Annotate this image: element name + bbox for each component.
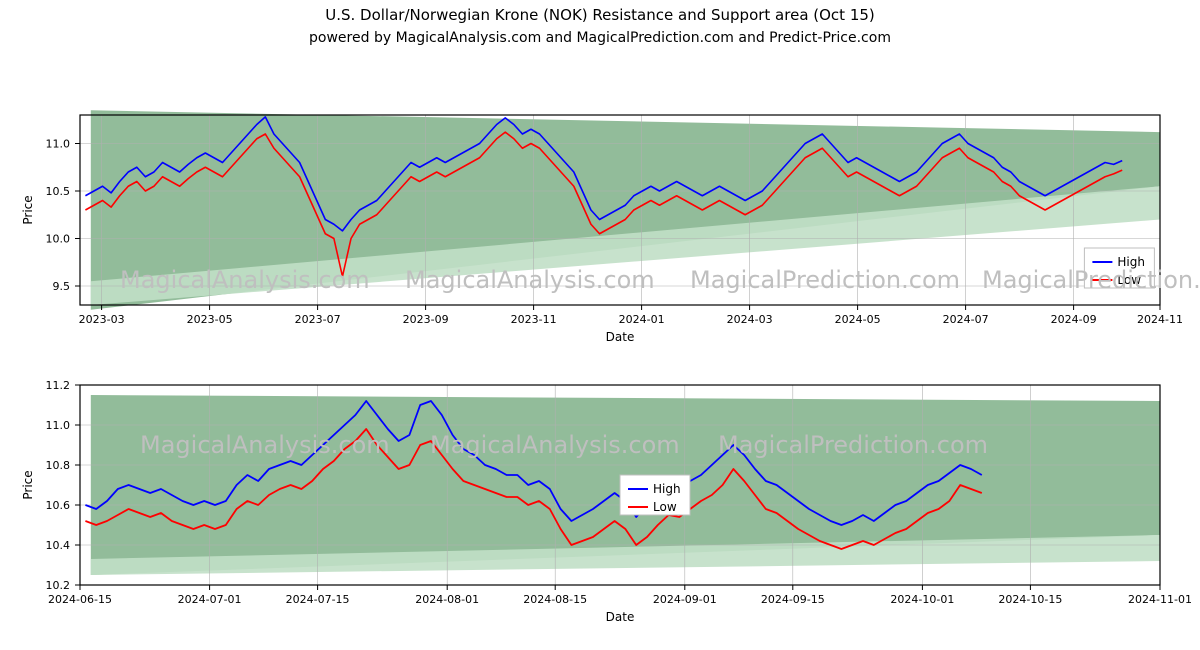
chart-subtitle: powered by MagicalAnalysis.com and Magic… (0, 30, 1200, 46)
svg-text:9.5: 9.5 (53, 280, 71, 293)
svg-text:2024-01: 2024-01 (619, 313, 665, 326)
svg-text:2024-11: 2024-11 (1137, 313, 1183, 326)
svg-text:2023-07: 2023-07 (295, 313, 341, 326)
svg-text:10.4: 10.4 (46, 539, 71, 552)
svg-text:Date: Date (606, 610, 635, 624)
svg-text:11.2: 11.2 (46, 379, 71, 392)
svg-text:High: High (653, 482, 681, 496)
svg-text:2023-09: 2023-09 (403, 313, 449, 326)
svg-text:2023-11: 2023-11 (511, 313, 557, 326)
chart-canvas: 9.5 10.0 10.5 11.0 2023-03 2023-05 2023-07 2023… (0, 50, 1200, 650)
svg-text:2024-05: 2024-05 (835, 313, 881, 326)
svg-text:2024-07: 2024-07 (943, 313, 989, 326)
svg-text:2023-05: 2023-05 (187, 313, 233, 326)
svg-text:10.6: 10.6 (46, 499, 71, 512)
svg-text:Price: Price (21, 195, 35, 224)
svg-text:10.2: 10.2 (46, 579, 71, 592)
svg-text:Date: Date (606, 330, 635, 344)
svg-text:10.0: 10.0 (46, 233, 71, 246)
svg-text:10.5: 10.5 (46, 185, 71, 198)
svg-text:10.8: 10.8 (46, 459, 71, 472)
chart-title: U.S. Dollar/Norwegian Krone (NOK) Resist… (0, 6, 1200, 24)
svg-text:2024-03: 2024-03 (727, 313, 773, 326)
svg-text:11.0: 11.0 (46, 419, 71, 432)
svg-text:High: High (1117, 255, 1145, 269)
svg-text:Low: Low (1117, 273, 1141, 287)
svg-text:11.0: 11.0 (46, 138, 71, 151)
svg-text:Price: Price (21, 470, 35, 499)
svg-text:2024-09: 2024-09 (1051, 313, 1097, 326)
svg-text:2023-03: 2023-03 (79, 313, 125, 326)
svg-text:Low: Low (653, 500, 677, 514)
